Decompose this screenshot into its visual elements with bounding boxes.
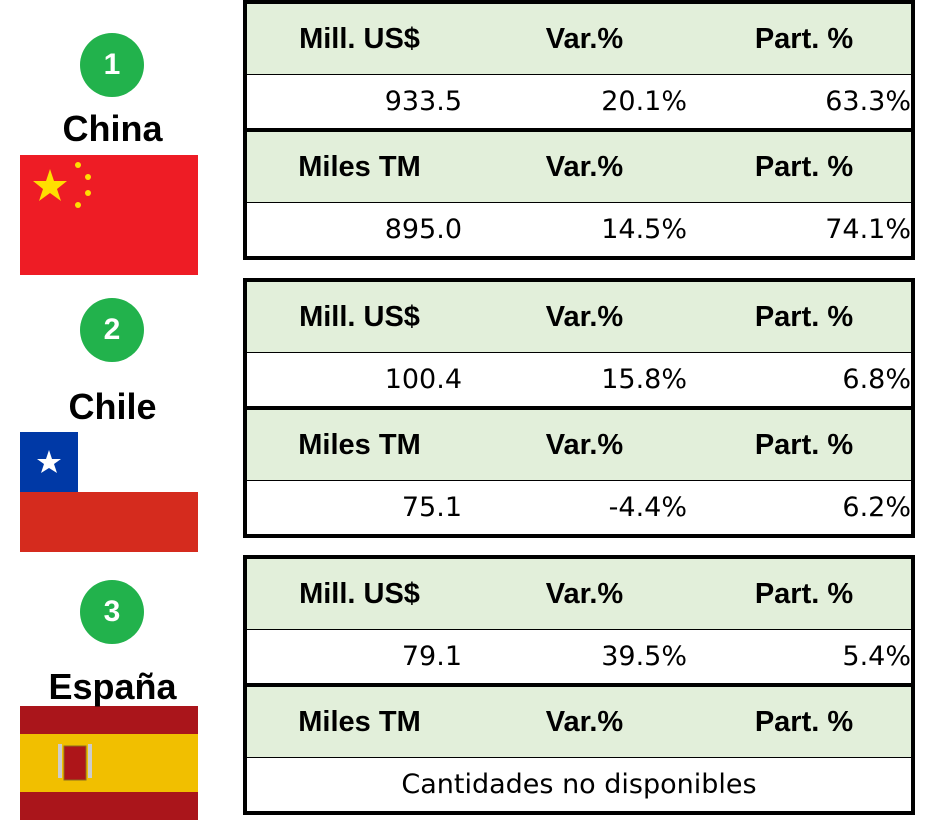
value-cell: 14.5% [601, 214, 687, 245]
value-row: 100.4 15.8% 6.8% [247, 352, 911, 406]
value-cell: 15.8% [601, 364, 687, 395]
value-cell: 6.2% [842, 492, 911, 523]
header-cell: Miles TM [298, 150, 421, 183]
value-cell: 63.3% [825, 86, 911, 117]
rank-badge: 1 [80, 33, 144, 97]
flag-spain [20, 706, 198, 820]
value-cell: 895.0 [384, 214, 462, 245]
value-cell: 75.1 [401, 492, 462, 523]
flag-chile [20, 432, 198, 552]
header-cell: Mill. US$ [299, 577, 420, 610]
country-name: España [48, 666, 177, 707]
value-cell: 39.5% [601, 641, 687, 672]
header-cell: Part. % [754, 300, 854, 333]
value-row: 895.0 14.5% 74.1% [247, 202, 911, 256]
header-cell: Var.% [545, 705, 624, 738]
header-cell: Var.% [545, 577, 624, 610]
header-cell: Var.% [545, 300, 624, 333]
header-row: Miles TM Var.% Part. % [247, 406, 911, 480]
country-name: Chile [68, 386, 157, 427]
value-cell: 74.1% [825, 214, 911, 245]
value-cell: 933.5 [384, 86, 462, 117]
header-row: Miles TM Var.% Part. % [247, 683, 911, 757]
header-row: Mill. US$ Var.% Part. % [247, 4, 911, 74]
header-row: Mill. US$ Var.% Part. % [247, 559, 911, 629]
value-cell: -4.4% [608, 492, 687, 523]
note-cell: Cantidades no disponibles [247, 757, 911, 811]
country-table: Mill. US$ Var.% Part. % 933.5 20.1% 63.3% Mile… [243, 0, 915, 260]
header-cell: Miles TM [298, 705, 421, 738]
header-row: Mill. US$ Var.% Part. % [247, 282, 911, 352]
rank-badge: 3 [80, 580, 144, 644]
header-cell: Var.% [545, 428, 624, 461]
value-cell: 100.4 [384, 364, 462, 395]
header-cell: Part. % [754, 577, 854, 610]
country-name: China [62, 108, 163, 149]
country-table: Mill. US$ Var.% Part. % 100.4 15.8% 6.8% Miles… [243, 278, 915, 538]
value-row: 75.1 -4.4% 6.2% [247, 480, 911, 534]
header-cell: Part. % [754, 150, 854, 183]
country-table: Mill. US$ Var.% Part. % 79.1 39.5% 5.4% Miles … [243, 555, 915, 815]
header-cell: Mill. US$ [299, 22, 420, 55]
header-cell: Part. % [754, 428, 854, 461]
header-cell: Miles TM [298, 428, 421, 461]
header-cell: Part. % [754, 22, 854, 55]
header-row: Miles TM Var.% Part. % [247, 128, 911, 202]
value-row: 933.5 20.1% 63.3% [247, 74, 911, 128]
value-cell: 79.1 [401, 641, 462, 672]
flag-china [20, 155, 198, 275]
header-cell: Mill. US$ [299, 300, 420, 333]
value-cell: 6.8% [842, 364, 911, 395]
header-cell: Part. % [754, 705, 854, 738]
value-cell: 20.1% [601, 86, 687, 117]
rank-badge: 2 [80, 298, 144, 362]
header-cell: Var.% [545, 150, 624, 183]
value-row: 79.1 39.5% 5.4% [247, 629, 911, 683]
value-cell: 5.4% [842, 641, 911, 672]
header-cell: Var.% [545, 22, 624, 55]
